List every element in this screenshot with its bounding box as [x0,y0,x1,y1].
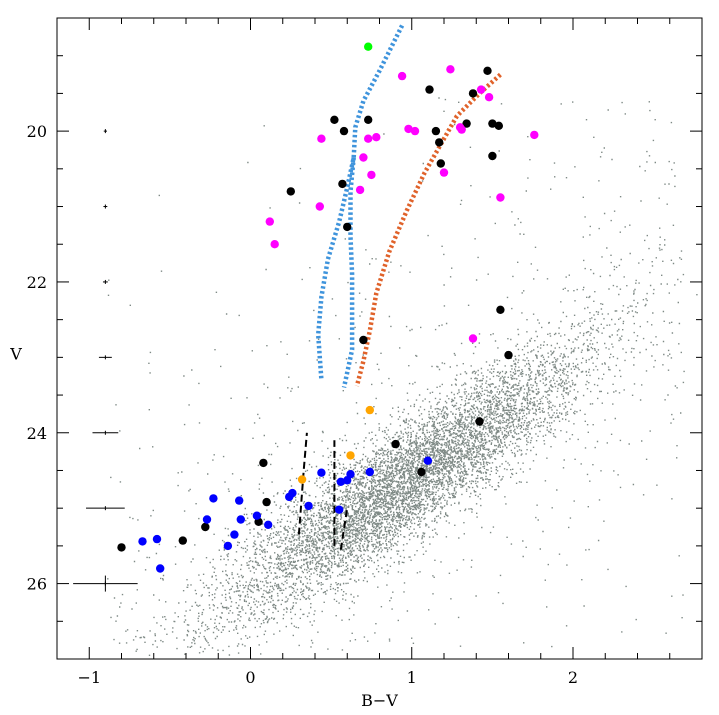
black-star-22 [417,467,426,477]
y-axis-label: V [9,345,22,364]
track-line-2 [354,72,502,387]
black-star-14 [338,179,347,189]
magenta-star-6 [372,133,381,142]
blue-star-3 [365,467,374,477]
black-star-18 [504,350,513,360]
black-star-2 [425,85,434,94]
black-star-5 [339,126,349,136]
blue-star-16 [230,530,239,539]
magenta-star-7 [404,124,413,134]
magenta-star-1 [446,65,455,74]
magenta-star-14 [439,168,449,177]
blue-star-5 [343,476,352,485]
black-star-25 [201,522,210,532]
green-star-0 [364,42,373,51]
orange-star-0 [365,405,374,415]
black-star-12 [436,159,445,168]
magenta-star-19 [270,240,279,249]
black-star-15 [343,222,352,232]
blue-star-11 [235,496,244,505]
y-tick-label: 20 [27,122,47,141]
blue-star-1 [317,468,326,477]
magenta-star-2 [476,85,486,94]
y-tick-label: 24 [27,424,47,443]
x-tick-label: 0 [245,668,255,687]
blue-star-19 [138,537,147,546]
black-star-11 [488,151,497,161]
dashed-segments [297,432,349,550]
black-star-27 [117,543,126,552]
black-star-0 [483,66,492,76]
orange-star-2 [297,475,307,484]
blue-star-20 [156,564,165,573]
magenta-star-20 [468,334,478,343]
magenta-star-10 [457,125,466,134]
black-star-17 [359,335,368,345]
black-star-26 [178,536,187,545]
black-star-20 [391,439,400,449]
blue-star-8 [304,501,313,511]
black-star-4 [364,115,373,125]
black-star-19 [475,417,484,426]
black-star-3 [330,115,339,125]
blue-star-0 [423,456,433,465]
magenta-star-18 [265,217,274,226]
y-tick-label: 22 [27,273,47,292]
x-tick-label: −1 [77,668,101,687]
black-star-9 [494,121,503,130]
magenta-star-13 [367,170,376,180]
dashed-segment-0 [297,432,308,535]
magenta-star-3 [484,93,494,102]
magenta-star-0 [397,71,407,81]
blue-star-9 [335,505,344,514]
magenta-star-8 [410,126,420,136]
black-star-23 [262,497,271,507]
magenta-star-17 [496,193,505,202]
model-tracks [315,24,502,388]
black-star-1 [468,89,478,98]
axis-ticks [56,17,703,660]
track-line-1 [341,157,356,388]
x-tick-label: 1 [407,668,417,687]
blue-star-13 [236,515,245,524]
y-tick-label: 26 [27,575,47,594]
black-star-7 [462,119,471,128]
black-star-8 [488,119,497,128]
magenta-star-15 [355,185,365,195]
error-bars [73,129,138,592]
blue-star-4 [336,477,345,486]
black-star-6 [431,126,441,136]
x-tick-label: 2 [568,668,578,687]
blue-star-17 [223,541,233,551]
x-axis-label: B−V [361,691,398,710]
magenta-star-12 [359,153,368,162]
black-star-16 [496,305,505,314]
blue-star-18 [152,534,162,544]
field-stars [107,97,698,656]
dashed-segment-2 [339,508,349,550]
field-star-cloud [107,97,698,656]
blue-star-14 [202,515,212,524]
black-star-10 [435,138,444,147]
blue-star-12 [252,511,262,520]
highlighted-stars [117,42,539,573]
plot-frame [56,17,703,660]
orange-star-1 [346,451,355,460]
black-star-21 [259,458,268,468]
tick-labels: −1 0 1 2 20 22 24 26 [27,122,578,687]
blue-star-10 [209,494,218,503]
track-line-0 [315,24,405,381]
blue-star-15 [264,520,273,529]
magenta-star-16 [315,202,324,211]
blue-star-7 [288,488,297,498]
black-star-13 [286,187,295,196]
magenta-star-5 [364,134,373,143]
magenta-star-11 [530,130,539,140]
magenta-star-4 [317,134,326,143]
